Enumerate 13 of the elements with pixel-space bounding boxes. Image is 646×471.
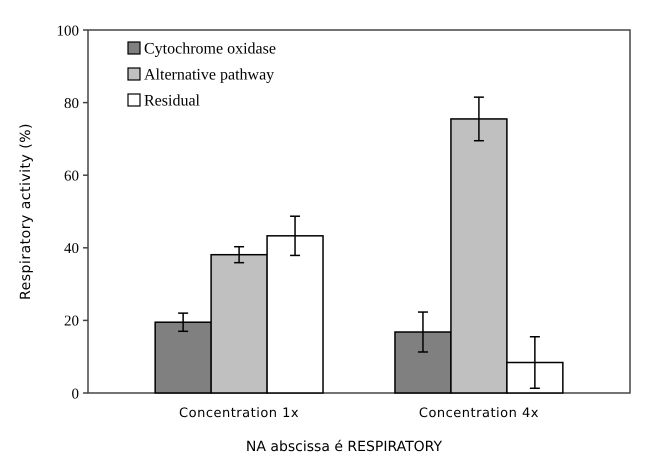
x-tick-label: Concentration 4x (418, 406, 539, 421)
y-tick-label: 0 (72, 386, 79, 402)
y-tick-label: 60 (64, 168, 79, 184)
legend-label: Cytochrome oxidase (144, 40, 276, 58)
x-axis-title: NA abscissa é RESPIRATORY (246, 439, 443, 455)
y-tick-label: 40 (64, 241, 79, 258)
legend-label: Residual (144, 92, 201, 110)
y-tick-label: 100 (56, 23, 79, 40)
y-axis-title: Respiratory activity (%) (18, 123, 34, 300)
x-tick-label: Concentration 1x (179, 406, 300, 421)
y-tick-label: 80 (64, 96, 79, 112)
y-tick-label: 20 (64, 314, 79, 330)
legend-label: Alternative pathway (144, 66, 274, 84)
